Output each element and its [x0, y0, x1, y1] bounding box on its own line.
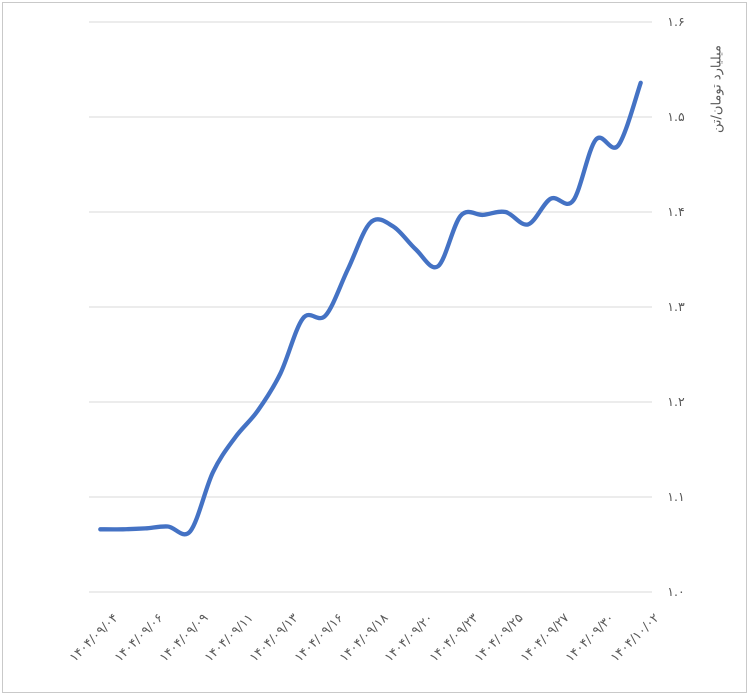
y-axis-label: ۱.۱: [667, 489, 685, 504]
y-axis-label: ۱.۲: [667, 394, 685, 409]
y-axis-label: ۱.۳: [667, 299, 685, 314]
gridlines: [89, 21, 652, 593]
y-axis-label: ۱.۰: [667, 584, 685, 599]
y-axis-label: ۱.۶: [667, 14, 685, 29]
y-axis-title: میلیارد تومان/تن: [709, 45, 725, 133]
y-axis-label: ۱.۴: [667, 204, 685, 219]
series-line: [98, 80, 643, 537]
y-axis-label: ۱.۵: [667, 109, 685, 124]
